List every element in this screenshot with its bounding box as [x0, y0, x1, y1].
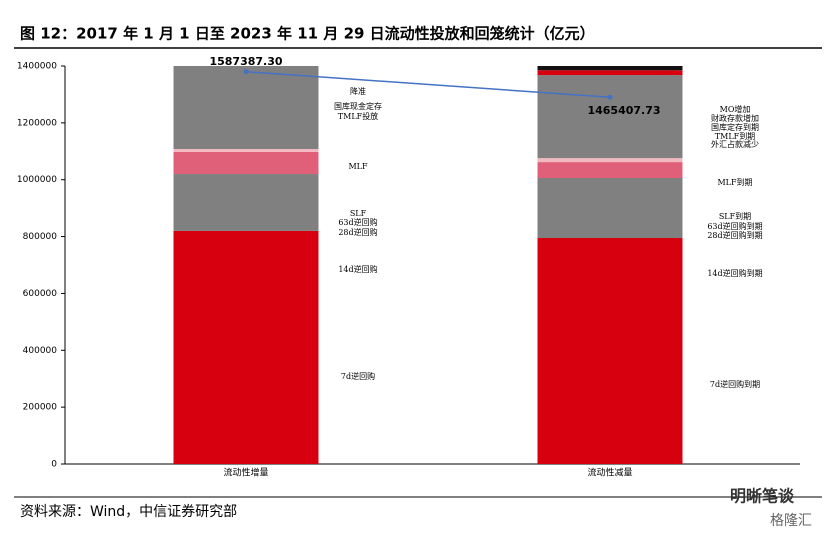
- chart-title: 图 12：2017 年 1 月 1 日至 2023 年 11 月 29 日流动性…: [20, 25, 595, 43]
- bar-segment: [537, 66, 683, 71]
- annotation: 28d逆回购到期: [707, 230, 762, 240]
- y-tick-label: 600000: [23, 289, 58, 299]
- y-tick-label: 200000: [23, 403, 58, 413]
- annotation: MO增加: [720, 104, 751, 114]
- bar-segment: [173, 149, 319, 152]
- annotation: 国库定存到期: [711, 122, 759, 132]
- annotation: 7d逆回购到期: [710, 379, 760, 389]
- annotation: TMLF投放: [338, 111, 378, 121]
- annotation: 63d逆回购: [338, 217, 377, 227]
- y-tick-label: 1400000: [17, 62, 57, 72]
- annotation: TMLF到期: [715, 132, 755, 141]
- x-tick-label: 流动性减量: [587, 467, 632, 479]
- line-point: [607, 94, 613, 100]
- annotation: MLF到期: [717, 178, 752, 187]
- source: 资料来源：Wind，中信证券研究部: [20, 504, 237, 520]
- annotation: 14d逆回购到期: [707, 268, 762, 278]
- bar-segment: [537, 75, 683, 159]
- line: [245, 70, 611, 99]
- annotation: 28d逆回购: [338, 227, 377, 237]
- y-tick-label: 400000: [23, 346, 58, 356]
- annotation: 14d逆回购: [338, 264, 377, 274]
- y-tick-label: 1200000: [17, 118, 57, 128]
- y-tick-label: 1000000: [17, 175, 57, 185]
- y-tick-label: 0: [51, 460, 57, 470]
- bar-segment: [537, 158, 683, 163]
- bar-segment: [537, 178, 683, 238]
- annotation: 63d逆回购到期: [707, 221, 762, 231]
- bar-segment: [173, 230, 319, 464]
- annotation: 国库现金定存: [334, 101, 382, 111]
- watermark: 格隆汇: [770, 513, 812, 529]
- bar-segment: [173, 174, 319, 231]
- bar-segment: [173, 151, 319, 175]
- annotation: 降准: [350, 86, 366, 96]
- annotation: SLF到期: [719, 212, 751, 221]
- bar-segment: [537, 162, 683, 179]
- x-tick-label: 流动性增量: [223, 467, 268, 479]
- line-label: 1465407.73: [587, 104, 660, 117]
- annotation: SLF: [350, 209, 367, 218]
- bar-segment: [173, 66, 319, 150]
- bar-segment: [537, 237, 683, 464]
- annotation: 外汇占款减少: [711, 139, 759, 149]
- watermark: 明晰笔谈: [730, 487, 795, 506]
- annotation: 7d逆回购: [341, 371, 375, 381]
- line-label: 1587387.30: [209, 55, 282, 68]
- y-tick-label: 800000: [23, 232, 58, 242]
- annotation: 财政存款增加: [711, 113, 759, 123]
- line-point: [243, 69, 249, 75]
- annotation: MLF: [348, 162, 368, 171]
- bar-segment: [537, 70, 683, 76]
